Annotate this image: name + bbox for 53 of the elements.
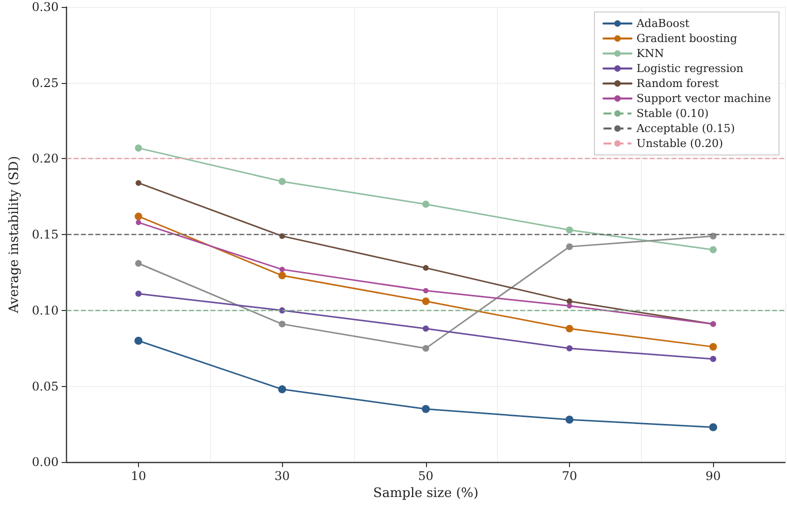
legend-label: Acceptable (0.15)	[635, 122, 735, 135]
legend-label: Random forest	[636, 77, 720, 90]
point	[566, 243, 573, 250]
legend-label: AdaBoost	[635, 17, 690, 30]
point	[422, 265, 429, 271]
point	[422, 326, 429, 332]
point	[710, 246, 717, 254]
point	[134, 144, 142, 152]
x-tick-label: 90	[706, 469, 721, 484]
point	[278, 272, 286, 280]
point	[566, 226, 574, 234]
point	[566, 324, 574, 332]
point	[565, 416, 574, 424]
y-tick-label: 0.00	[32, 455, 59, 470]
y-tick-label: 0.25	[32, 76, 59, 90]
x-tick-label: 50	[418, 469, 434, 484]
point	[709, 343, 717, 351]
point	[422, 200, 430, 208]
point	[278, 385, 286, 394]
point	[279, 266, 285, 272]
point	[422, 298, 430, 306]
y-tick-label: 0.05	[32, 379, 59, 394]
x-axis-title: Sample size (%)	[373, 486, 478, 501]
point	[134, 336, 142, 345]
point	[135, 260, 142, 267]
point	[278, 320, 286, 328]
legend-label: Unstable (0.20)	[636, 137, 724, 150]
point	[566, 298, 572, 304]
legend-label: Logistic regression	[636, 62, 744, 75]
y-tick-label: 0.10	[32, 303, 59, 318]
point	[566, 303, 572, 308]
x-tick-label: 10	[130, 469, 146, 484]
legend-label: Stable (0.10)	[636, 107, 709, 120]
x-tick-label: 70	[562, 469, 578, 484]
legend-label: Support vector machine	[636, 92, 771, 105]
point	[135, 290, 142, 297]
point	[422, 405, 430, 414]
y-tick-label: 0.15	[32, 228, 59, 242]
y-tick-label: 0.30	[32, 0, 59, 14]
x-tick-label: 30	[274, 469, 290, 484]
legend-label: KNN	[636, 47, 664, 60]
y-axis-title: Average instability (SD)	[7, 156, 22, 314]
point	[278, 178, 286, 186]
point	[709, 423, 718, 432]
point	[422, 345, 430, 352]
legend-label: Gradient boosting	[636, 32, 738, 45]
point	[566, 345, 573, 352]
point	[136, 180, 142, 186]
point	[134, 212, 142, 220]
y-tick-label: 0.20	[32, 152, 59, 166]
point	[423, 288, 428, 294]
point	[136, 220, 142, 226]
point	[710, 356, 716, 362]
